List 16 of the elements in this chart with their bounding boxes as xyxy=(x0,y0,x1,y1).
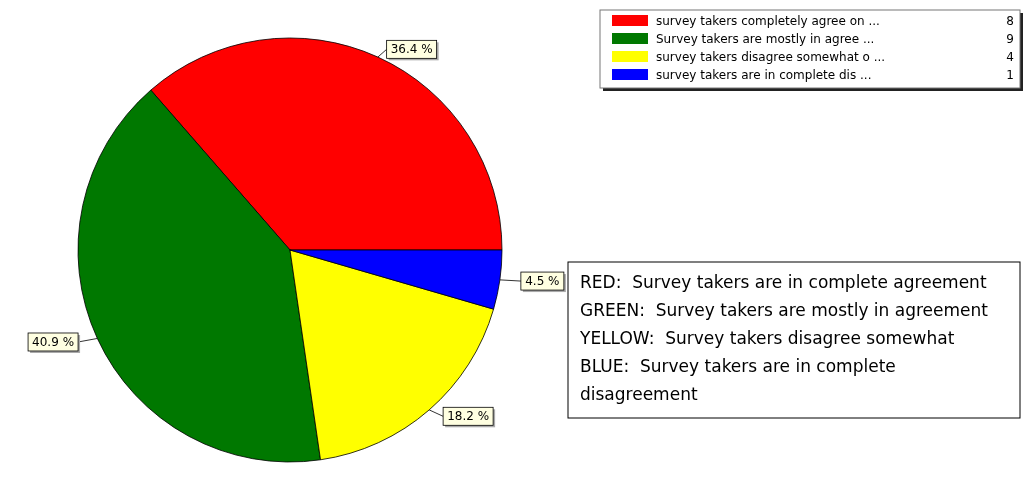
text: 8 xyxy=(1006,14,1014,28)
data-label: 4.5 % xyxy=(525,274,560,289)
text: 4 xyxy=(1006,50,1014,64)
data-label: 40.9 % xyxy=(32,334,75,349)
data-label: 36.4 % xyxy=(390,42,433,57)
text: RED: Survey takers are in complete agreement xyxy=(580,272,987,292)
text: YELLOW: Survey takers disagree somewhat xyxy=(579,328,955,348)
text: BLUE: Survey takers are in complete disagreement xyxy=(580,356,896,404)
legend-label: survey takers disagree somewhat o ... xyxy=(656,50,886,64)
legend-label: survey takers completely agree on ... xyxy=(656,14,880,28)
legend-label: survey takers are in complete dis ... xyxy=(656,68,872,82)
text: 1 xyxy=(1006,68,1014,82)
data-label: 18.2 % xyxy=(447,409,490,424)
text: 9 xyxy=(1006,32,1014,46)
text: GREEN: Survey takers are mostly in agreement xyxy=(580,300,989,320)
legend-label: Survey takers are mostly in agree ... xyxy=(656,32,875,46)
